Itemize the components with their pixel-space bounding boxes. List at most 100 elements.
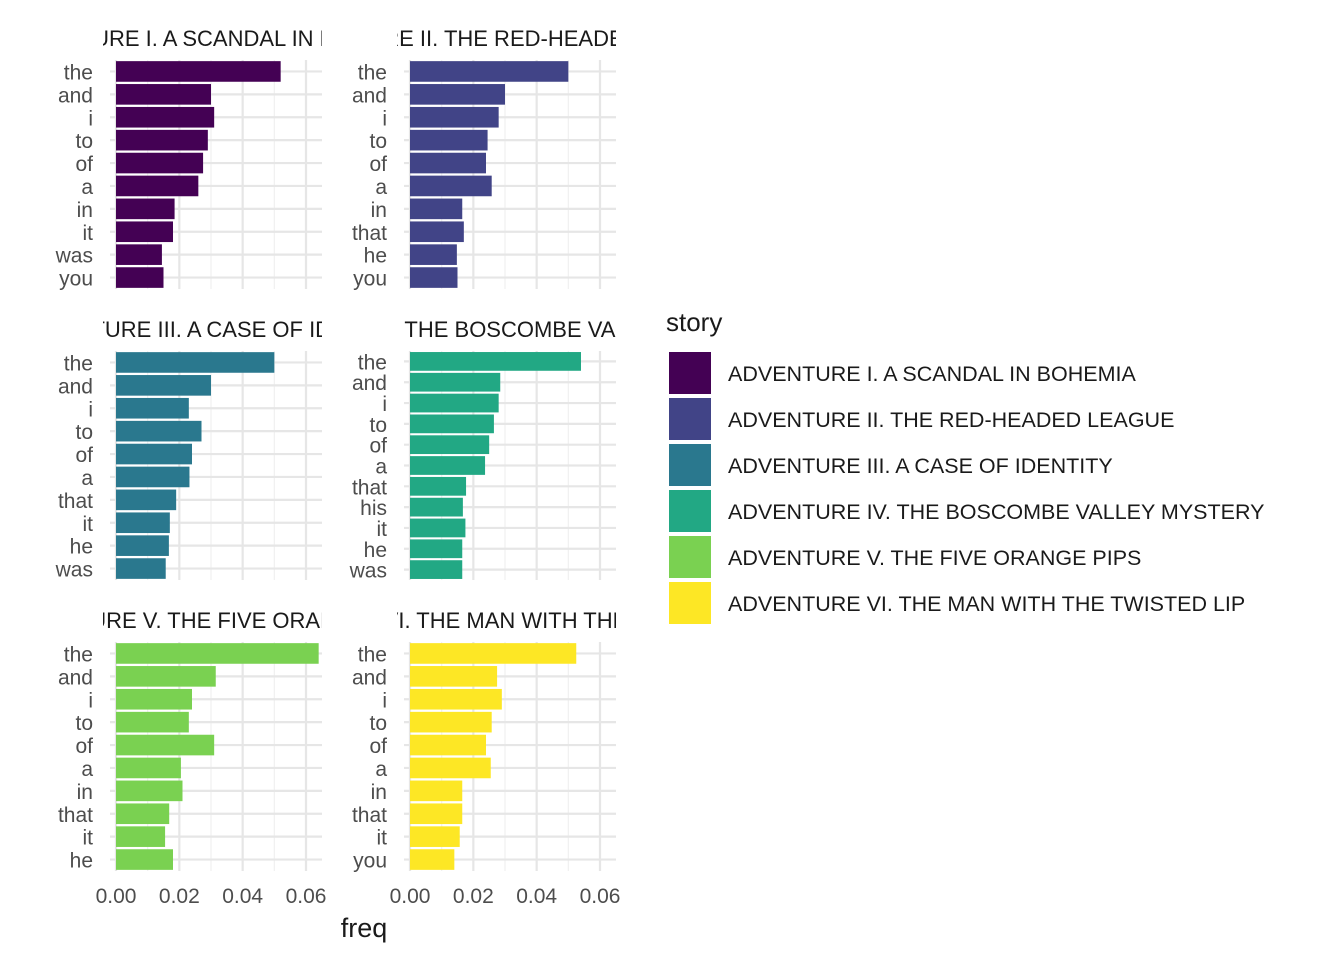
bar (410, 476, 467, 496)
y-tick-label: the (358, 61, 387, 84)
bar (410, 497, 463, 517)
bar (410, 518, 466, 538)
y-tick-label: in (77, 199, 93, 222)
bar (410, 539, 463, 559)
bar (116, 643, 319, 664)
y-tick-label: was (55, 245, 93, 268)
y-tick-label: to (369, 414, 387, 437)
y-tick-label: you (353, 268, 387, 291)
y-tick-label: was (55, 559, 93, 582)
legend-key (669, 352, 711, 394)
y-tick-label: of (369, 735, 387, 758)
y-tick-label: i (382, 107, 387, 130)
bar (410, 152, 486, 174)
bar (410, 711, 492, 733)
bar (116, 711, 189, 733)
bar (116, 443, 192, 465)
bar (116, 420, 202, 442)
y-tick-label: the (64, 61, 93, 84)
facet-panel: ADVENTURE VI. THE MAN WITH THE TWISTED L… (352, 608, 616, 873)
y-tick-label: i (382, 393, 387, 416)
x-tick-label: 0.06 (286, 885, 327, 908)
bar (410, 175, 492, 197)
y-tick-label: of (369, 435, 387, 458)
facet-strip-title: ADVENTURE I. A SCANDAL IN BOHEMIA (4, 26, 422, 51)
facet-strip-title: ADVENTURE IV. THE BOSCOMBE VALLEY MYSTER… (232, 317, 781, 342)
y-tick-label: a (375, 176, 387, 199)
bar (116, 152, 204, 174)
y-tick-label: the (358, 643, 387, 666)
bar (116, 61, 281, 82)
facet-panel: ADVENTURE IV. THE BOSCOMBE VALLEY MYSTER… (232, 317, 781, 583)
y-tick-label: and (58, 84, 93, 107)
bar (116, 267, 164, 288)
bar (410, 221, 464, 243)
y-tick-label: he (364, 245, 387, 268)
legend-key (669, 490, 711, 532)
bar (410, 393, 499, 413)
x-tick-label: 0.04 (222, 885, 263, 908)
y-tick-label: it (83, 222, 94, 245)
legend-label: ADVENTURE VI. THE MAN WITH THE TWISTED L… (728, 592, 1245, 616)
bar (410, 757, 491, 779)
x-tick-label: 0.00 (390, 885, 431, 908)
facet-panel: ADVENTURE I. A SCANDAL IN BOHEMIAtheandi… (4, 26, 422, 291)
facet-strip-title: ADVENTURE III. A CASE OF IDENTITY (16, 317, 410, 342)
y-tick-label: of (75, 444, 93, 467)
legend-key (669, 582, 711, 624)
legend-label: ADVENTURE V. THE FIVE ORANGE PIPS (728, 546, 1141, 570)
y-tick-label: the (64, 643, 93, 666)
x-axis-title: freq (341, 913, 388, 943)
y-tick-label: a (81, 758, 93, 781)
bar (116, 757, 181, 779)
bar (116, 352, 275, 373)
y-tick-label: a (81, 176, 93, 199)
y-tick-label: in (371, 199, 387, 222)
bar (116, 375, 211, 396)
bar (116, 489, 177, 511)
y-tick-label: and (352, 666, 387, 689)
y-tick-label: to (369, 130, 387, 153)
y-tick-label: that (352, 804, 387, 827)
bar (410, 198, 463, 220)
y-tick-label: he (70, 536, 93, 559)
bar (116, 175, 199, 197)
bar (410, 435, 490, 455)
bar (410, 414, 494, 434)
bar (116, 129, 208, 151)
y-tick-label: i (88, 689, 93, 712)
y-tick-label: his (360, 497, 387, 520)
bar (410, 129, 488, 151)
facet-strip-title: ADVENTURE V. THE FIVE ORANGE PIPS (1, 608, 424, 633)
bar (116, 780, 183, 802)
y-tick-label: a (81, 467, 93, 490)
bar (116, 84, 211, 105)
y-tick-label: to (75, 712, 93, 735)
bar (410, 84, 505, 105)
y-tick-label: he (70, 850, 93, 873)
facet-strip-title: ADVENTURE II. THE RED-HEADED LEAGUE (278, 26, 735, 51)
y-tick-label: it (377, 827, 388, 850)
bar (116, 221, 173, 243)
y-tick-label: to (75, 421, 93, 444)
y-tick-label: that (58, 490, 93, 513)
bar (410, 849, 455, 870)
bar (410, 267, 458, 288)
y-tick-label: that (352, 222, 387, 245)
y-tick-label: that (352, 476, 387, 499)
y-tick-label: a (375, 456, 387, 479)
bar (410, 780, 463, 802)
y-tick-label: i (88, 398, 93, 421)
x-tick-label: 0.04 (516, 885, 557, 908)
y-tick-label: the (358, 351, 387, 374)
y-tick-label: you (59, 268, 93, 291)
bar (410, 106, 499, 128)
legend-label: ADVENTURE IV. THE BOSCOMBE VALLEY MYSTER… (728, 500, 1264, 524)
y-tick-label: it (83, 513, 94, 536)
bar (116, 397, 189, 419)
facet-panels: ADVENTURE I. A SCANDAL IN BOHEMIAtheandi… (1, 26, 781, 873)
x-axis-group: freq 0.00 0.02 0.04 0.06 0.00 0.02 0.04 0.06 (96, 885, 621, 943)
bar (410, 352, 581, 371)
bar (410, 666, 498, 687)
y-tick-label: and (352, 84, 387, 107)
